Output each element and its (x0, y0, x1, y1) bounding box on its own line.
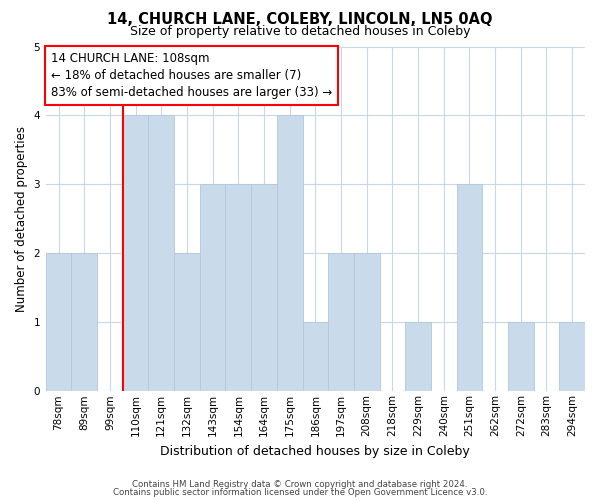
Bar (71, 254, 97, 392)
Bar (457, 184, 482, 392)
Text: Size of property relative to detached houses in Coleby: Size of property relative to detached ho… (130, 25, 470, 38)
Text: Contains HM Land Registry data © Crown copyright and database right 2024.: Contains HM Land Registry data © Crown c… (132, 480, 468, 489)
Bar (148, 116, 174, 392)
Bar (277, 116, 302, 392)
Text: 14 CHURCH LANE: 108sqm
← 18% of detached houses are smaller (7)
83% of semi-deta: 14 CHURCH LANE: 108sqm ← 18% of detached… (51, 52, 332, 98)
X-axis label: Distribution of detached houses by size in Coleby: Distribution of detached houses by size … (160, 444, 470, 458)
Bar (46, 254, 71, 392)
Bar (405, 322, 431, 392)
Bar (508, 322, 533, 392)
Bar (559, 322, 585, 392)
Text: 14, CHURCH LANE, COLEBY, LINCOLN, LN5 0AQ: 14, CHURCH LANE, COLEBY, LINCOLN, LN5 0A… (107, 12, 493, 28)
Bar (200, 184, 226, 392)
Text: Contains public sector information licensed under the Open Government Licence v3: Contains public sector information licen… (113, 488, 487, 497)
Bar (123, 116, 148, 392)
Bar (354, 254, 380, 392)
Bar (174, 254, 200, 392)
Bar (251, 184, 277, 392)
Bar (302, 322, 328, 392)
Bar (328, 254, 354, 392)
Y-axis label: Number of detached properties: Number of detached properties (15, 126, 28, 312)
Bar (226, 184, 251, 392)
